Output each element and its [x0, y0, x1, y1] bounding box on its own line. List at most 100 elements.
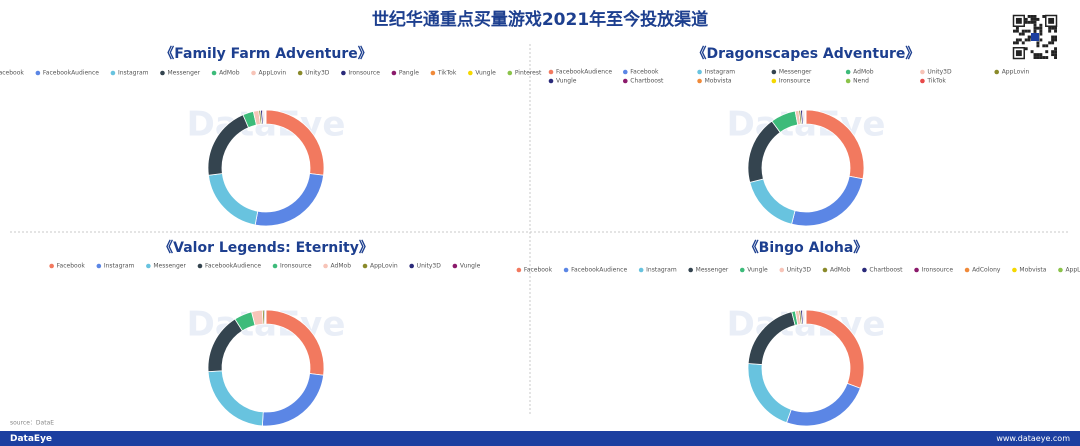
legend-item: AdMob: [845, 69, 874, 76]
legend-item: Unity3D: [779, 267, 811, 274]
legend-marker: [272, 263, 278, 269]
legend-item: Ironsource: [914, 267, 953, 274]
qr-finder: [1015, 50, 1022, 57]
qr-cell: [1036, 56, 1040, 59]
legend-marker: [771, 69, 777, 75]
qr-cell: [1033, 20, 1037, 24]
legend-marker: [964, 267, 970, 273]
legend-label: FacebookAudience: [571, 267, 627, 274]
legend-marker: [845, 78, 851, 84]
donut-slice: [261, 373, 324, 427]
qr-cell: [1021, 41, 1025, 45]
legend-marker: [430, 70, 436, 76]
source: source：DataE: [10, 420, 54, 427]
legend-item: Unity3D: [409, 263, 441, 270]
legend-label: Facebook: [0, 70, 24, 77]
legend-marker: [409, 263, 414, 269]
legend-label: Unity3D: [787, 267, 812, 274]
qr-cell: [1033, 56, 1037, 59]
legend-label: Unity3D: [927, 69, 952, 76]
legend-marker: [362, 263, 368, 269]
footer-brand: DataEye: [10, 434, 52, 444]
qr-cell: [1039, 32, 1043, 36]
legend-marker: [994, 69, 1000, 75]
legend-label: Ironsource: [348, 70, 380, 77]
qr-cell: [1024, 29, 1028, 33]
legend-item: Vungle: [739, 267, 768, 274]
qr-cell: [1018, 32, 1022, 36]
qr-cell: [1033, 15, 1037, 18]
donut: [747, 109, 865, 227]
qr-cell: [1030, 50, 1034, 54]
qr-cell: [1024, 38, 1028, 42]
legend-marker: [845, 69, 851, 75]
legend-marker: [622, 78, 628, 84]
qr-cell: [1036, 53, 1040, 57]
qr-cell: [1039, 56, 1043, 59]
qr-cell: [1027, 35, 1031, 39]
qr-finder: [1012, 14, 1025, 27]
qr-cell: [1036, 26, 1040, 30]
legend-item: AppLovin: [362, 263, 398, 270]
chart-title: 《Dragonscapes Adventure》: [693, 46, 920, 62]
legend-item: Messenger: [160, 70, 201, 77]
chart-title: 《Valor Legends: Eternity》: [159, 240, 373, 256]
donut-slice: [264, 109, 267, 125]
legend-item: Ironsource: [272, 263, 312, 270]
legend-label: Mobvista: [705, 78, 732, 85]
legend-marker: [297, 70, 303, 76]
legend-marker: [507, 70, 513, 76]
legend-label: FacebookAudience: [556, 69, 612, 76]
legend-item: Ironsource: [341, 70, 380, 77]
qr-cell: [1039, 53, 1043, 57]
qr-cell: [1030, 17, 1034, 21]
legend-label: Messenger: [153, 263, 186, 270]
qr-cell: [1054, 56, 1057, 59]
qr-cell: [1024, 47, 1028, 51]
chart-title: 《Family Farm Adventure》: [160, 46, 371, 62]
legend-label: FacebookAudience: [43, 70, 99, 77]
donut-slice: [749, 178, 796, 225]
qr-cell: [1054, 53, 1057, 57]
legend-item: Nend: [845, 78, 869, 85]
legend-marker: [563, 267, 569, 273]
legend-item: AppLovin: [251, 70, 286, 77]
qr-cell: [1051, 50, 1055, 54]
legend-label: Pangle: [399, 70, 419, 77]
legend-marker: [452, 263, 458, 269]
legend-marker: [771, 78, 777, 84]
legend-marker: [35, 70, 41, 76]
legend-item: Facebook: [622, 69, 659, 76]
legend-marker: [739, 267, 745, 273]
legend-label: Vungle: [475, 70, 496, 77]
legend-label: AppLovin: [1065, 267, 1080, 274]
legend-item: Facebook: [0, 70, 24, 77]
qr-cell: [1048, 26, 1052, 30]
legend-marker: [146, 263, 151, 269]
legend-label: Chartboost: [869, 267, 903, 274]
legend-marker: [49, 263, 54, 269]
legend-label: TikTok: [437, 70, 457, 77]
legend-label: Ironsource: [922, 267, 954, 274]
qr-cell: [1015, 26, 1019, 30]
legend-marker: [1058, 267, 1063, 273]
qr-cell: [1051, 38, 1055, 42]
legend-item: Pangle: [391, 70, 419, 77]
legend-item: Mobvista: [1012, 267, 1047, 274]
qr-cell: [1054, 35, 1057, 39]
qr-cell: [1054, 47, 1057, 51]
qr-cell: [1045, 44, 1049, 48]
legend-marker: [822, 267, 828, 273]
legend-item: Vungle: [468, 70, 496, 77]
qr-cell: [1051, 35, 1055, 39]
legend-marker: [516, 267, 522, 273]
legend-label: FacebookAudience: [205, 263, 261, 270]
legend-item: Chartboost: [862, 267, 903, 274]
legend-label: AdMob: [830, 267, 851, 274]
donut-slice: [786, 382, 861, 427]
legend-item: AdMob: [211, 70, 240, 77]
legend-item: AppLovin: [994, 69, 1030, 76]
legend-marker: [468, 70, 473, 76]
qr-cell: [1018, 38, 1022, 42]
qr-cell: [1042, 15, 1046, 18]
